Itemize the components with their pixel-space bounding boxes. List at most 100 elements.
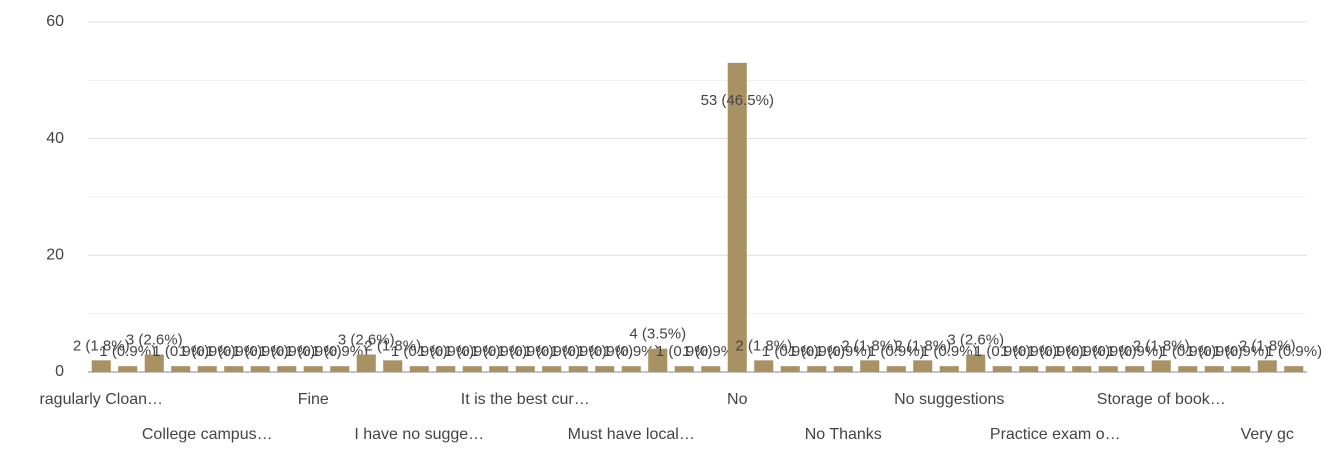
x-tick-label: Must have local… <box>568 426 695 443</box>
x-tick-label: College campus… <box>142 426 273 443</box>
bar <box>1098 366 1118 372</box>
bar <box>939 366 959 372</box>
y-tick-label: 60 <box>46 13 64 30</box>
bar <box>913 360 933 372</box>
bar <box>250 366 270 372</box>
data-label: 1 (0.9%) <box>311 343 368 360</box>
bar <box>674 366 694 372</box>
bar <box>515 366 535 372</box>
data-label: 1 (0.9%) <box>656 343 713 360</box>
bar <box>754 360 774 372</box>
bar <box>1178 366 1198 372</box>
bar <box>409 366 429 372</box>
y-tick-label: 0 <box>55 363 64 380</box>
x-tick-label: ragularly Cloan… <box>39 391 163 408</box>
data-label: 1 (0.9%) <box>179 343 236 360</box>
data-label: 4 (3.5%) <box>629 326 686 343</box>
data-label: 2 (1.8%) <box>73 337 130 354</box>
bar <box>1204 366 1224 372</box>
bar <box>277 366 297 372</box>
data-label: 1 (0.9%) <box>391 343 448 360</box>
bar <box>860 360 880 372</box>
bar <box>886 366 906 372</box>
bar <box>197 366 217 372</box>
data-label: 1 (0.9%) <box>1186 343 1243 360</box>
bar <box>303 366 323 372</box>
bar <box>330 366 350 372</box>
data-label: 1 (0.9%) <box>1000 343 1057 360</box>
data-label: 1 (0.9%) <box>576 343 633 360</box>
data-label: 1 (0.9%) <box>682 343 739 360</box>
data-label: 1 (0.9%) <box>603 343 660 360</box>
data-label: 1 (0.9%) <box>470 343 527 360</box>
data-label: 1 (0.9%) <box>788 343 845 360</box>
bar <box>1125 366 1145 372</box>
bar <box>992 366 1012 372</box>
bar <box>383 360 403 372</box>
bar <box>1257 360 1277 372</box>
bar <box>1019 366 1039 372</box>
data-label: 3 (2.6%) <box>947 331 1004 348</box>
bar <box>1284 366 1304 372</box>
data-label: 1 (0.9%) <box>550 343 607 360</box>
data-label: 1 (0.9%) <box>152 343 209 360</box>
data-label: 2 (1.8%) <box>894 337 951 354</box>
bar <box>780 366 800 372</box>
data-label: 2 (1.8%) <box>841 337 898 354</box>
bar <box>224 366 244 372</box>
data-label: 1 (0.9%) <box>1027 343 1084 360</box>
data-label: 2 (1.8%) <box>1239 337 1296 354</box>
data-label: 1 (0.9%) <box>921 343 978 360</box>
data-label: 1 (0.9%) <box>523 343 580 360</box>
bar <box>621 366 641 372</box>
data-label: 1 (0.9%) <box>1053 343 1110 360</box>
x-tick-label: Practice exam o… <box>990 426 1121 443</box>
bar <box>144 354 164 372</box>
x-tick-label: No <box>727 391 748 408</box>
y-tick-label: 20 <box>46 247 64 264</box>
data-label: 1 (0.9%) <box>417 343 474 360</box>
data-label: 2 (1.8%) <box>364 337 421 354</box>
data-label: 1 (0.9%) <box>99 343 156 360</box>
data-label: 2 (1.8%) <box>735 337 792 354</box>
bar <box>727 62 747 372</box>
data-label: 1 (0.9%) <box>285 343 342 360</box>
bar <box>568 366 588 372</box>
data-label: 1 (0.9%) <box>1080 343 1137 360</box>
x-tick-label: Very gc <box>1241 426 1294 443</box>
data-label: 1 (0.9%) <box>444 343 501 360</box>
data-label: 53 (46.5%) <box>701 92 774 109</box>
bar <box>1072 366 1092 372</box>
data-label: 1 (0.9%) <box>232 343 289 360</box>
bar <box>356 354 376 372</box>
data-label: 1 (0.9%) <box>762 343 819 360</box>
x-tick-label: No Thanks <box>805 426 882 443</box>
bar <box>1231 366 1251 372</box>
data-label: 3 (2.6%) <box>126 331 183 348</box>
x-tick-label: Fine <box>298 391 329 408</box>
data-label: 1 (0.9%) <box>1159 343 1216 360</box>
data-label: 1 (0.9%) <box>868 343 925 360</box>
bar <box>595 366 615 372</box>
bar <box>833 366 853 372</box>
data-label: 1 (0.9%) <box>815 343 872 360</box>
data-label: 1 (0.9%) <box>1265 343 1322 360</box>
bar <box>489 366 509 372</box>
data-label: 1 (0.9%) <box>497 343 554 360</box>
data-label: 2 (1.8%) <box>1133 337 1190 354</box>
data-label: 1 (0.9%) <box>205 343 262 360</box>
bar <box>462 366 482 372</box>
bar <box>648 348 668 372</box>
bar <box>1151 360 1171 372</box>
data-label: 1 (0.9%) <box>1106 343 1163 360</box>
bar <box>966 354 986 372</box>
bar <box>1045 366 1065 372</box>
data-label: 1 (0.9%) <box>974 343 1031 360</box>
bar <box>91 360 111 372</box>
data-label: 3 (2.6%) <box>338 331 395 348</box>
bar <box>436 366 456 372</box>
data-label: 1 (0.9%) <box>1212 343 1269 360</box>
x-tick-label: No suggestions <box>894 391 1004 408</box>
data-label: 1 (0.9%) <box>258 343 315 360</box>
